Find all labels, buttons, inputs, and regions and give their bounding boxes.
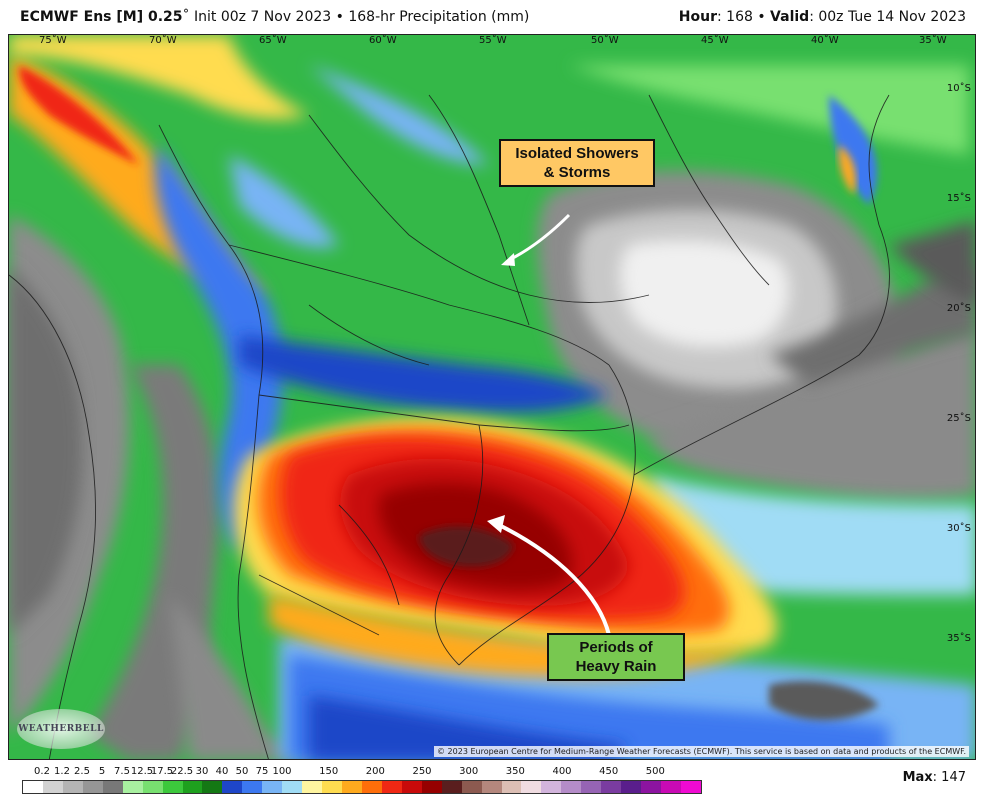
valid-value: : 00z Tue 14 Nov 2023 bbox=[809, 9, 966, 25]
legend-swatch bbox=[680, 781, 701, 793]
legend-label: 12.5 bbox=[130, 766, 154, 777]
showers-arrow bbox=[508, 213, 571, 262]
lat-label: 20˚S bbox=[946, 303, 971, 314]
lon-label: 65˚W bbox=[259, 35, 287, 46]
legend-label: 400 bbox=[552, 766, 572, 777]
precipitation-map: 75˚W 70˚W 65˚W 60˚W 55˚W 50˚W 45˚W 40˚W … bbox=[8, 34, 976, 760]
legend-label: 40 bbox=[215, 766, 229, 777]
max-value: Max: 147 bbox=[903, 770, 966, 785]
lat-label: 25˚S bbox=[946, 413, 971, 424]
lon-label: 50˚W bbox=[591, 35, 619, 46]
legend-swatch bbox=[122, 781, 143, 793]
callout-line: Isolated Showers bbox=[515, 145, 639, 162]
legend-swatch bbox=[23, 781, 43, 793]
heavy-rain-callout: Periods of Heavy Rain bbox=[547, 633, 685, 681]
legend-swatch bbox=[401, 781, 422, 793]
callout-line: Heavy Rain bbox=[575, 658, 657, 675]
legend-swatch bbox=[441, 781, 462, 793]
legend-swatch bbox=[501, 781, 522, 793]
lon-label: 60˚W bbox=[369, 35, 397, 46]
lon-label: 70˚W bbox=[149, 35, 177, 46]
legend-label: 250 bbox=[412, 766, 432, 777]
lat-label: 10˚S bbox=[946, 83, 971, 94]
init-text: ˚ Init 00z 7 Nov 2023 • 168-hr Precipita… bbox=[182, 9, 530, 25]
legend-swatch bbox=[342, 781, 362, 793]
legend-swatch bbox=[381, 781, 402, 793]
legend-swatch bbox=[461, 781, 482, 793]
max-number: : 147 bbox=[932, 770, 966, 785]
legend-label: 5 bbox=[98, 766, 106, 777]
legend-colorbar bbox=[22, 780, 702, 794]
legend-swatch bbox=[541, 781, 562, 793]
legend-swatch bbox=[42, 781, 63, 793]
legend-label: 350 bbox=[505, 766, 525, 777]
legend-swatch bbox=[62, 781, 83, 793]
lat-label: 35˚S bbox=[946, 633, 971, 644]
legend-label: 100 bbox=[272, 766, 292, 777]
legend-swatch bbox=[242, 781, 263, 793]
legend-label: 30 bbox=[195, 766, 209, 777]
legend-swatch bbox=[421, 781, 442, 793]
legend-swatch bbox=[641, 781, 661, 793]
legend-swatch bbox=[601, 781, 622, 793]
hour-key: Hour bbox=[678, 9, 717, 25]
weatherbell-logo: WEATHERBELL bbox=[17, 709, 105, 749]
legend-label: 300 bbox=[459, 766, 479, 777]
ecmwf-credit: © 2023 European Centre for Medium-Range … bbox=[434, 746, 969, 757]
legend-label: 17.5 bbox=[150, 766, 174, 777]
legend-swatch bbox=[82, 781, 103, 793]
legend-label: 450 bbox=[599, 766, 619, 777]
legend-label: 1.2 bbox=[54, 766, 70, 777]
callout-line: & Storms bbox=[543, 164, 611, 181]
heavy-rain-arrow bbox=[498, 523, 611, 636]
legend-labels: 0.2 1.2 2.5 5 7.5 12.5 17.5 22.5 30 40 50 75 100 150 2… bbox=[22, 766, 702, 780]
legend-swatch bbox=[661, 781, 681, 793]
legend-swatch bbox=[302, 781, 323, 793]
legend-swatch bbox=[142, 781, 163, 793]
precip-legend: 0.2 1.2 2.5 5 7.5 12.5 17.5 22.5 30 40 50 75 100 150 2… bbox=[22, 764, 702, 804]
legend-swatch bbox=[222, 781, 243, 793]
legend-swatch bbox=[202, 781, 223, 793]
legend-swatch bbox=[481, 781, 502, 793]
legend-swatch bbox=[361, 781, 382, 793]
lon-label: 75˚W bbox=[39, 35, 67, 46]
legend-swatch bbox=[621, 781, 642, 793]
legend-swatch bbox=[322, 781, 342, 793]
legend-label: 200 bbox=[365, 766, 385, 777]
precip-field bbox=[9, 35, 975, 759]
legend-swatch bbox=[102, 781, 123, 793]
hour-value: : 168 • bbox=[717, 9, 771, 25]
legend-swatch bbox=[581, 781, 602, 793]
model-name: ECMWF Ens [M] 0.25 bbox=[20, 9, 183, 25]
lon-label: 35˚W bbox=[919, 35, 947, 46]
legend-label: 7.5 bbox=[114, 766, 130, 777]
map-header: ECMWF Ens [M] 0.25˚ Init 00z 7 Nov 2023 … bbox=[0, 0, 984, 34]
legend-label: 2.5 bbox=[74, 766, 90, 777]
legend-label: 75 bbox=[255, 766, 269, 777]
lat-label: 15˚S bbox=[946, 193, 971, 204]
max-key: Max bbox=[902, 770, 933, 785]
callout-line: Periods of bbox=[579, 639, 653, 656]
lon-label: 45˚W bbox=[701, 35, 729, 46]
legend-swatch bbox=[521, 781, 542, 793]
logo-text: WEATHERBELL bbox=[18, 724, 104, 734]
lon-label: 55˚W bbox=[479, 35, 507, 46]
legend-swatch bbox=[262, 781, 283, 793]
legend-label: 50 bbox=[235, 766, 249, 777]
lat-label: 30˚S bbox=[946, 523, 971, 534]
lon-label: 40˚W bbox=[811, 35, 839, 46]
valid-key: Valid bbox=[770, 9, 810, 25]
legend-swatch bbox=[162, 781, 183, 793]
legend-label: 22.5 bbox=[170, 766, 194, 777]
valid-time: Hour: 168 • Valid: 00z Tue 14 Nov 2023 bbox=[679, 9, 966, 25]
model-title: ECMWF Ens [M] 0.25˚ Init 00z 7 Nov 2023 … bbox=[20, 9, 529, 25]
legend-swatch bbox=[282, 781, 303, 793]
legend-swatch bbox=[182, 781, 203, 793]
legend-label: 500 bbox=[645, 766, 665, 777]
legend-label: 0.2 bbox=[34, 766, 50, 777]
isolated-showers-callout: Isolated Showers & Storms bbox=[499, 139, 655, 187]
legend-swatch bbox=[561, 781, 582, 793]
legend-label: 150 bbox=[319, 766, 339, 777]
